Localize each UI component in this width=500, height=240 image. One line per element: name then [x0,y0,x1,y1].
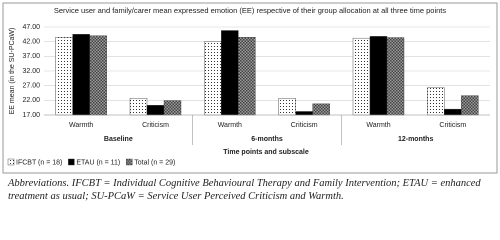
bar [221,30,239,116]
chart-title: Service user and family/carer mean expre… [54,6,447,15]
bar [295,111,313,116]
x-tick-label: Warmth [366,122,390,129]
group-label: Baseline [104,136,133,143]
bar [444,108,462,116]
legend-swatch [126,158,133,166]
legend-swatch [7,158,15,166]
bar [129,98,148,116]
y-tick-label: 27.00 [22,83,40,90]
page: {"chart_data": {"type": "bar", "title": … [2,2,498,202]
x-tick-label: Criticism [142,122,169,129]
bar [238,37,256,116]
group-label: 6-months [251,136,283,143]
y-tick-label: 37.00 [22,53,40,60]
y-tick-label: 47.00 [22,24,40,31]
caption: Abbreviations. IFCBT = Individual Cognit… [8,178,481,202]
legend-swatch [68,158,75,166]
x-tick-label: Criticism [291,122,318,129]
bar [461,95,479,116]
bar [427,87,445,116]
bar [369,36,388,116]
x-tick-label: Warmth [218,122,242,129]
legend-label: ETAU (n = 11) [76,159,120,166]
bar [312,103,330,116]
y-tick-label: 22.00 [22,97,40,104]
y-axis-title: EE mean (in the SU-PCaW) [9,28,16,115]
bar [352,37,371,116]
x-tick-label: Warmth [69,122,93,129]
bar [146,105,165,116]
y-tick-label: 17.00 [22,112,40,119]
bar [89,35,107,116]
x-tick-label: Criticism [439,122,466,129]
bar [72,34,90,116]
y-tick-label: 32.00 [22,68,40,75]
bar [55,37,73,116]
legend-label: Total (n = 29) [134,159,175,166]
chart: Service user and family/carer mean expre… [2,2,498,174]
bar [163,100,182,116]
bar [386,37,405,116]
y-tick-label: 42.00 [22,39,40,46]
group-label: 12-months [398,136,434,143]
chart-border [2,2,498,174]
bar [278,98,296,116]
legend-label: IFCBT (n = 18) [16,159,62,166]
bar [204,41,222,116]
x-axis-title: Time points and subscale [223,149,309,156]
